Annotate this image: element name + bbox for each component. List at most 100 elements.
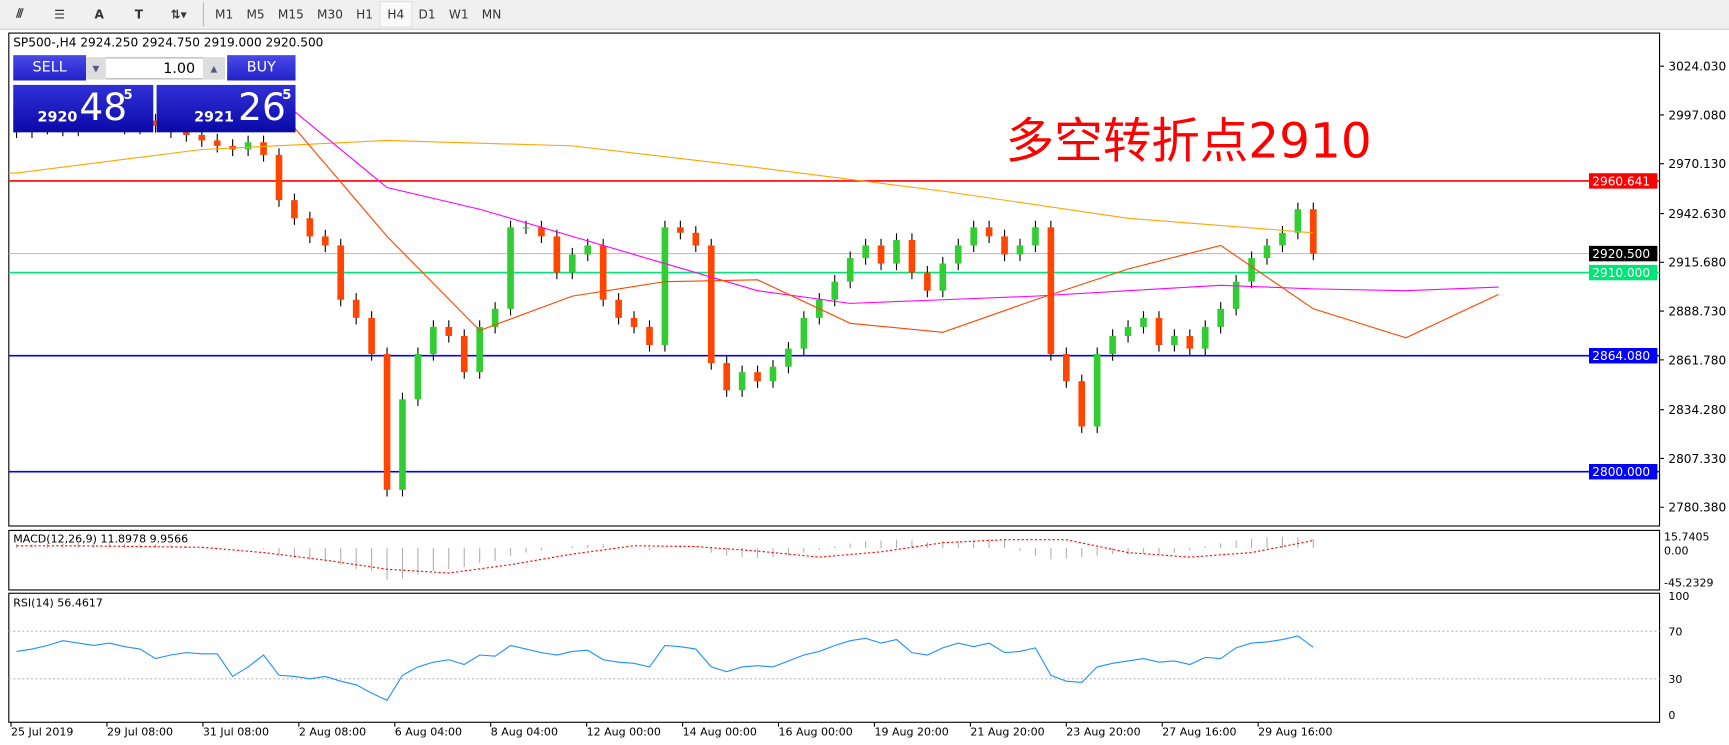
volume-up-button[interactable]: ▲: [202, 57, 225, 80]
candle: [723, 363, 730, 391]
price-tick-label: 2780.380: [1668, 501, 1726, 515]
level-price-badge: [1588, 173, 1658, 189]
volume-input[interactable]: 1.00: [88, 57, 225, 80]
candle: [1155, 317, 1163, 346]
macd-axis-label: -45.2329: [1664, 577, 1714, 590]
fibonacci-fan-icon[interactable]: ☰: [54, 7, 65, 22]
rsi-axis-label: 70: [1668, 626, 1682, 639]
arrows-icon[interactable]: ⇅▾: [170, 7, 187, 22]
level-price-label: 2800.000: [1592, 465, 1650, 479]
level-price-badge: [1588, 464, 1658, 480]
chart-title: SP500-,H4 2924.250 2924.750 2919.000 292…: [13, 35, 324, 50]
toolbar-separator: [202, 2, 204, 27]
fibonacci-expansion-icon[interactable]: ⫻: [16, 6, 24, 21]
level-price-label: 2910.000: [1592, 266, 1650, 280]
text-label-icon[interactable]: T: [134, 7, 144, 22]
timeframe-w1[interactable]: W1: [448, 7, 469, 22]
candle: [893, 240, 900, 264]
candle: [260, 142, 267, 155]
rsi-pane: [8, 592, 1661, 723]
price-tick-label: 2807.330: [1668, 452, 1726, 466]
timeframe-m30[interactable]: M30: [317, 7, 343, 22]
candle: [599, 245, 607, 300]
candle: [769, 366, 777, 382]
candle: [1263, 245, 1271, 259]
rsi-axis-label: 0: [1668, 709, 1675, 722]
toolbar: ⫻ ☰ A T ⇅▾ M1 M5 M15 M30 H1 H4 D1 W1 MN: [0, 0, 1729, 30]
volume-down-button[interactable]: ▼: [86, 57, 106, 80]
price-tick-label: 2888.730: [1668, 305, 1726, 319]
buy-price-main: 26: [238, 86, 286, 131]
moving-average-line: [294, 127, 1499, 339]
rsi-axis-label: 30: [1668, 673, 1682, 686]
candle: [275, 154, 283, 201]
buy-price-button[interactable]: 2921 26 5: [156, 84, 296, 133]
candle: [754, 372, 761, 382]
candle: [507, 227, 514, 309]
candle: [924, 272, 931, 291]
candle: [1001, 236, 1008, 255]
timeframe-d1[interactable]: D1: [418, 7, 436, 22]
candle: [522, 227, 530, 229]
candle: [1016, 245, 1024, 255]
time-tick-label: 25 Jul 2019: [11, 726, 73, 739]
candle: [738, 372, 746, 391]
candle: [1124, 326, 1132, 336]
timeframe-h4[interactable]: H4: [379, 1, 412, 28]
candle: [476, 326, 483, 373]
timeframe-m1[interactable]: M1: [215, 7, 234, 22]
time-tick-label: 2 Aug 08:00: [299, 726, 366, 739]
candle: [1078, 381, 1086, 427]
macd-signal-line: [16, 539, 1314, 574]
candle: [553, 236, 561, 273]
candle: [399, 399, 406, 490]
candle: [939, 263, 947, 291]
candle: [460, 335, 468, 373]
level-price-label: 2960.641: [1592, 174, 1650, 188]
candle: [1201, 326, 1209, 349]
candle: [1248, 258, 1255, 282]
candle: [831, 281, 839, 300]
candle: [1109, 335, 1116, 355]
timeframe-h1[interactable]: H1: [356, 7, 374, 22]
candle: [908, 240, 916, 273]
candle: [1310, 209, 1317, 254]
candle: [1032, 227, 1039, 246]
candle: [383, 354, 391, 490]
candle: [430, 326, 437, 355]
candle: [877, 245, 885, 264]
rsi-line: [16, 635, 1314, 701]
candle: [291, 200, 298, 219]
candle: [568, 254, 576, 273]
time-tick-label: 19 Aug 20:00: [874, 726, 948, 739]
price-tick-label: 2915.680: [1668, 256, 1726, 270]
price-tick-label: 2861.780: [1668, 353, 1726, 367]
text-icon[interactable]: A: [94, 7, 104, 22]
candle: [846, 258, 854, 282]
candle: [198, 135, 206, 141]
timeframe-mn[interactable]: MN: [481, 7, 502, 22]
rsi-label: RSI(14) 56.4617: [13, 597, 103, 610]
buy-button[interactable]: BUY: [227, 55, 296, 81]
sell-price-button[interactable]: 2920 48 5: [13, 84, 154, 133]
candle: [800, 317, 808, 349]
sell-price-sup: 5: [123, 87, 133, 103]
candle: [1232, 281, 1240, 309]
candle: [1171, 335, 1178, 346]
candle: [244, 142, 252, 150]
candle: [352, 299, 360, 318]
candle: [584, 245, 592, 255]
candle: [970, 227, 977, 246]
buy-price-big: 2921: [194, 109, 234, 126]
sell-price-main: 48: [79, 86, 128, 131]
rsi-axis-label: 100: [1668, 590, 1689, 603]
candle: [1093, 354, 1101, 427]
candle: [1217, 308, 1224, 327]
timeframe-m5[interactable]: M5: [246, 7, 265, 22]
moving-average-line: [8, 139, 1314, 234]
time-tick-label: 27 Aug 16:00: [1162, 726, 1236, 739]
timeframe-m15[interactable]: M15: [277, 7, 304, 22]
sell-button[interactable]: SELL: [13, 55, 87, 81]
price-tick-label: 2970.130: [1668, 157, 1726, 171]
